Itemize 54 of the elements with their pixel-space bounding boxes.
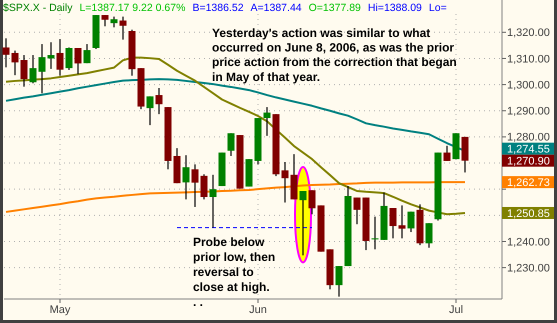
- candlestick: [192, 164, 198, 208]
- text: 1,262.73: [507, 176, 550, 189]
- candlestick: [444, 145, 450, 162]
- candlestick: [264, 106, 270, 136]
- candlestick: [74, 47, 82, 75]
- text: Lo=: [428, 2, 447, 14]
- candlestick: [66, 46, 72, 71]
- y-tick-label: 1,300.00: [507, 79, 550, 92]
- candlestick: [30, 54, 36, 84]
- candlestick: [182, 154, 190, 200]
- y-tick-label: 1,290.00: [507, 106, 550, 118]
- text: Hi=1388.09: [368, 2, 422, 14]
- candlestick: [84, 43, 90, 64]
- y-tick-label: 1,280.00: [507, 132, 550, 144]
- candlestick: [156, 87, 162, 115]
- candlestick: [20, 54, 28, 88]
- y-tick-label: 1,240.00: [507, 236, 550, 248]
- candlestick: [336, 265, 342, 298]
- candlestick: [102, 14, 108, 27]
- candlestick: [200, 174, 208, 200]
- text: B=1386.52: [192, 2, 244, 14]
- candlestick: [146, 96, 154, 126]
- candlestick: [110, 16, 118, 28]
- annotation: Yesterday's action was similar to what occurred on June 8, 2006, as was the prior price action from the correction that began in May of that year.: [212, 26, 457, 84]
- x-tick-label: May: [50, 304, 71, 316]
- line-series: [5, 56, 466, 216]
- text: A=1387.44: [250, 2, 302, 14]
- candlestick: [408, 211, 414, 233]
- candlestick: [426, 222, 432, 248]
- candlestick: [38, 43, 46, 94]
- text: O=1377.89: [308, 2, 362, 14]
- candlestick: [462, 136, 468, 174]
- candlestick: [12, 50, 18, 76]
- text: 1,250.85: [507, 208, 550, 220]
- candlestick: [372, 216, 378, 250]
- candlestick: [300, 190, 306, 256]
- candlestick: [48, 42, 54, 70]
- y-tick-label: 1,230.00: [507, 262, 550, 274]
- candlestick: [390, 207, 396, 239]
- y-tick-label: 1,310.00: [507, 53, 550, 66]
- text: 1,274.55: [507, 144, 550, 156]
- candlestick: [308, 190, 316, 215]
- chart-title: $SPX.X - Daily: [3, 2, 74, 14]
- candlestick: [2, 38, 10, 68]
- candlestick: [228, 132, 234, 157]
- candlestick: [282, 161, 288, 204]
- candlestick: [354, 196, 360, 225]
- x-tick-label: Jul: [448, 304, 464, 316]
- text: L=1387.17 9.22 0.67%: [79, 2, 186, 14]
- candlestick: [56, 38, 64, 76]
- candlestick: [120, 16, 126, 40]
- y-tick-label: 1,320.00: [507, 27, 550, 40]
- candlestick: [210, 174, 216, 228]
- text: 1,270.90: [507, 156, 550, 168]
